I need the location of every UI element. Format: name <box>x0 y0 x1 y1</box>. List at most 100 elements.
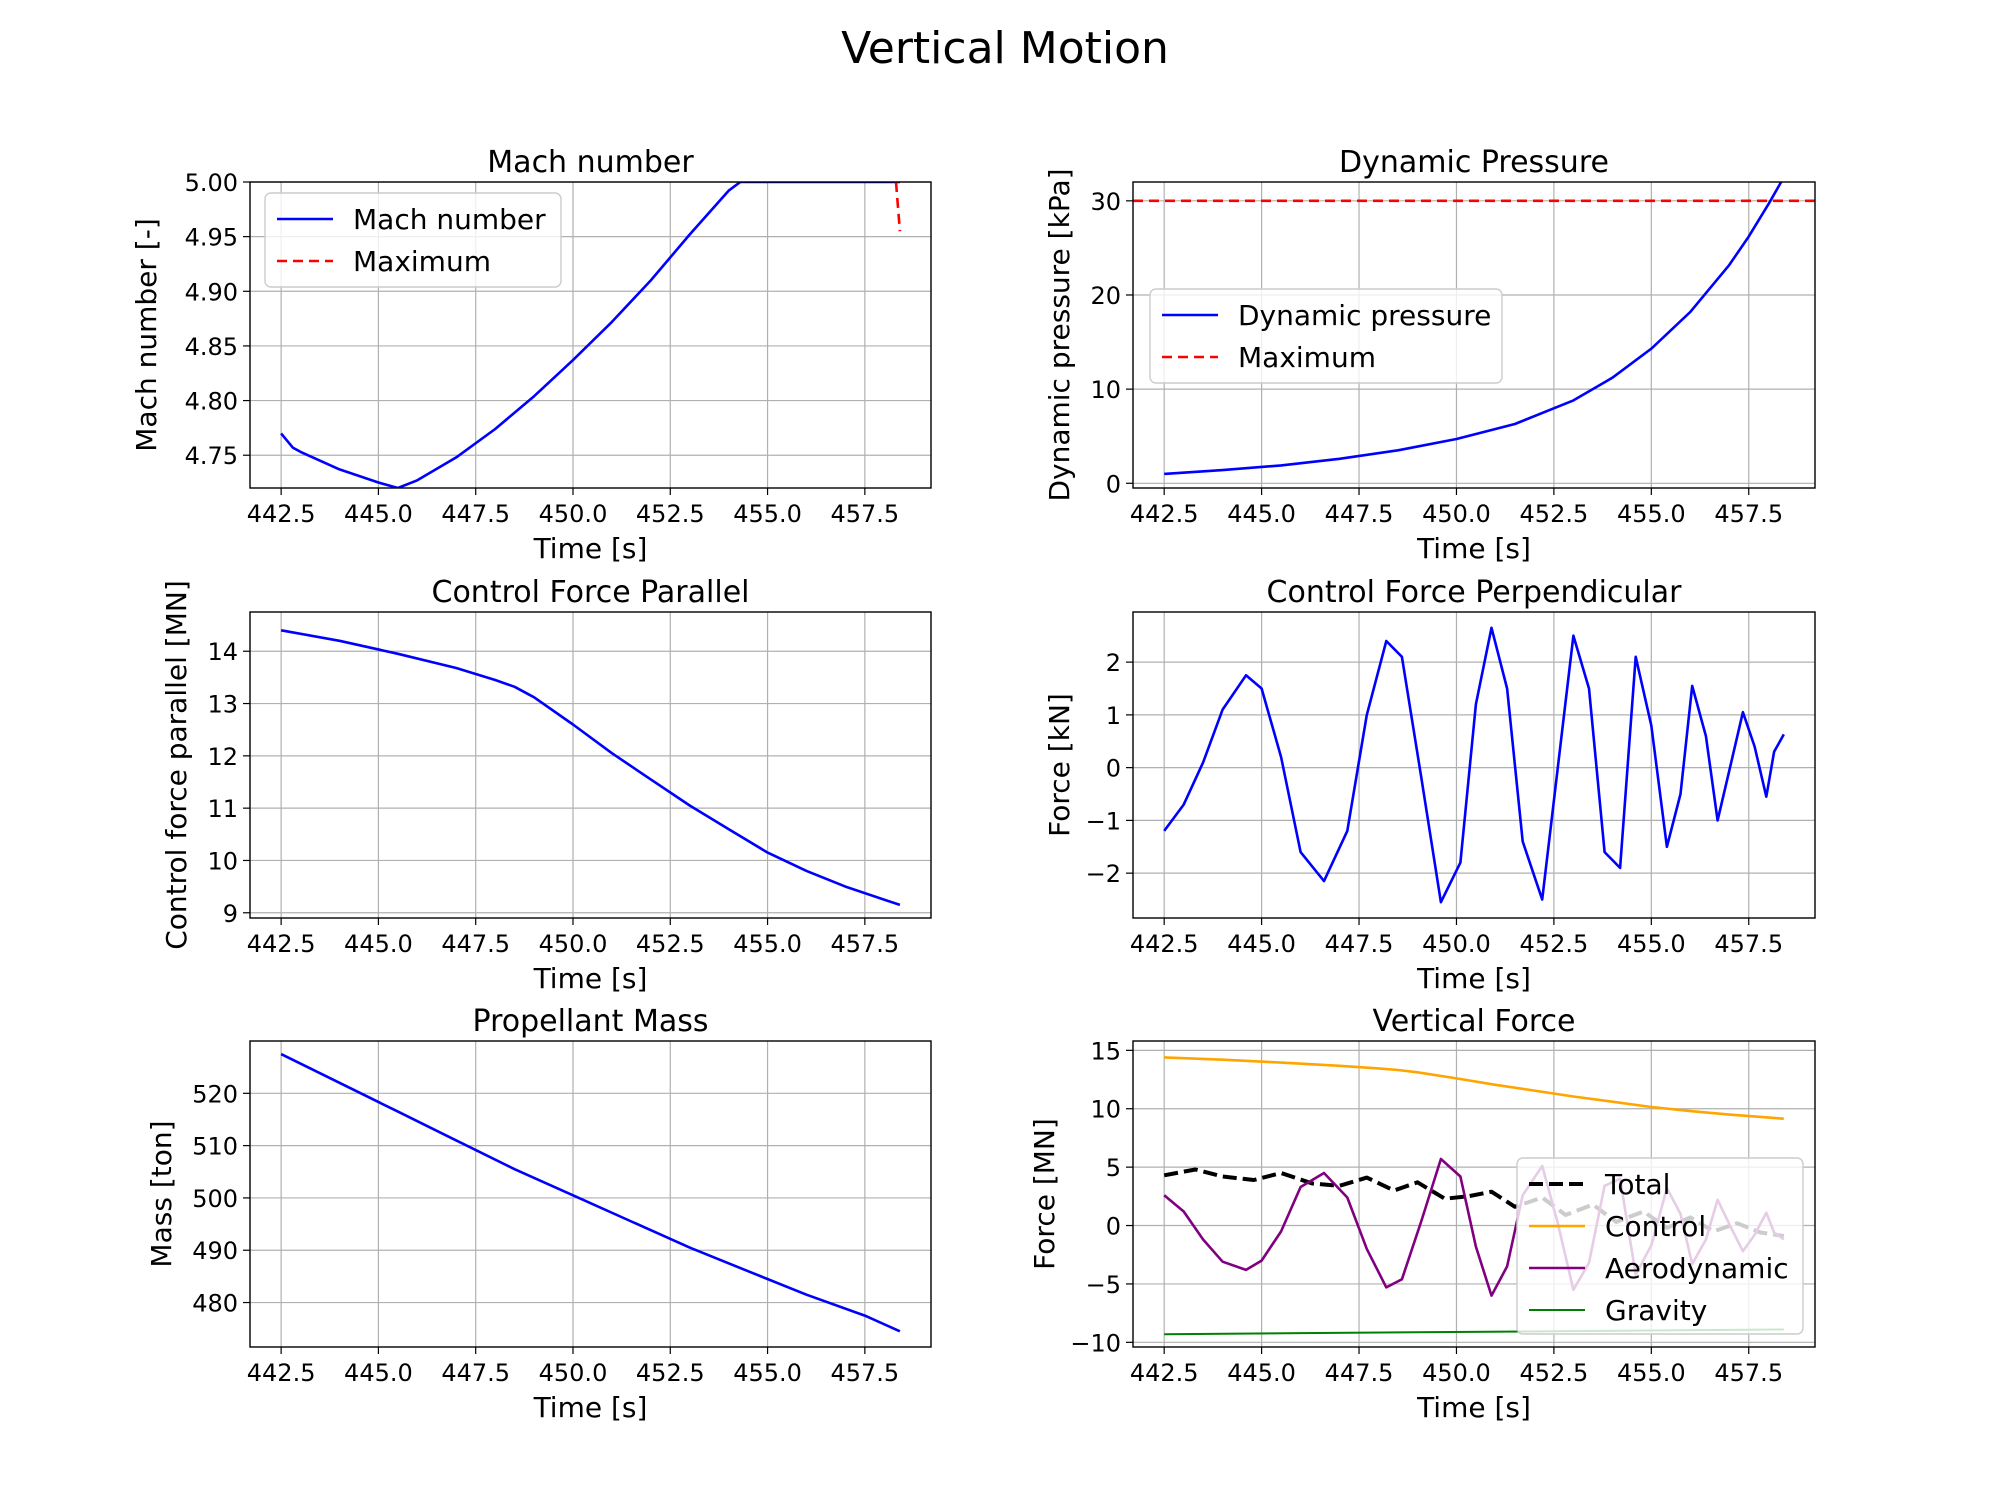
subplots: 442.5 445.0 447.5 450.0 452.5 455.0 457.5 4.75 4… <box>130 145 1816 1424</box>
x-tick-label: 447.5 <box>1325 930 1394 958</box>
x-tick-label: 452.5 <box>1520 1359 1589 1387</box>
y-axis-label: Control force parallel [MN] <box>160 580 193 950</box>
legend-label-control: Control <box>1605 1210 1706 1243</box>
x-tick-label: 455.0 <box>1617 930 1686 958</box>
y-tick-label: 4.90 <box>185 278 238 306</box>
y-tick-label: −1 <box>1086 807 1121 835</box>
y-tick-label: 2 <box>1106 649 1121 677</box>
y-tick-label: 11 <box>207 795 238 823</box>
x-axis-label: Time [s] <box>533 532 648 565</box>
y-axis-label: Dynamic pressure [kPa] <box>1043 168 1076 501</box>
legend: Dynamic pressure Maximum <box>1149 288 1503 384</box>
x-tick-label: 445.0 <box>1227 1359 1296 1387</box>
y-tick-label: 4.85 <box>185 333 238 361</box>
y-axis-label: Force [kN] <box>1043 693 1076 837</box>
y-tick-label: 4.75 <box>185 442 238 470</box>
y-tick-label: 14 <box>207 638 238 666</box>
x-tick-label: 447.5 <box>441 930 510 958</box>
y-tick-label: −5 <box>1086 1271 1121 1299</box>
x-tick-label: 442.5 <box>247 1359 316 1387</box>
y-tick-label: −10 <box>1070 1329 1121 1357</box>
x-axis-label: Time [s] <box>533 962 648 995</box>
plot-area <box>280 182 902 488</box>
y-axis-label: Force [MN] <box>1028 1118 1061 1270</box>
y-tick-label: 9 <box>223 900 238 928</box>
x-tick-label: 452.5 <box>636 930 705 958</box>
x-tick-label: 455.0 <box>733 500 802 528</box>
subplot-title: Propellant Mass <box>473 1004 709 1039</box>
x-tick-label: 452.5 <box>636 500 705 528</box>
y-tick-label: −2 <box>1086 860 1121 888</box>
y-tick-label: 0 <box>1106 470 1121 498</box>
subplot-title: Control Force Parallel <box>432 575 750 610</box>
axes-frame <box>249 181 932 489</box>
x-tick-label: 450.0 <box>539 930 608 958</box>
x-tick-label: 442.5 <box>247 500 316 528</box>
y-tick-label: 10 <box>1090 376 1121 404</box>
x-tick-label: 447.5 <box>1325 500 1394 528</box>
y-tick-label: 5.00 <box>185 169 238 197</box>
subplot-dynamic-pressure: 442.5 445.0 447.5 450.0 452.5 455.0 457.5 0 10 20… <box>1043 145 1816 565</box>
series-line-data <box>280 629 901 907</box>
x-tick-label: 450.0 <box>1422 930 1491 958</box>
legend-label-total: Total <box>1604 1168 1670 1201</box>
series-line-maximum <box>894 182 902 232</box>
legend-frame <box>264 192 562 288</box>
plot-area <box>1163 626 1785 904</box>
series-line-mach-number <box>280 182 900 488</box>
subplot-mach-number: 442.5 445.0 447.5 450.0 452.5 455.0 457.5 4.75 4… <box>130 145 932 565</box>
x-tick-label: 450.0 <box>1422 500 1491 528</box>
x-tick-label: 457.5 <box>830 1359 899 1387</box>
x-axis-label: Time [s] <box>533 1391 648 1424</box>
y-tick-label: 4.80 <box>185 388 238 416</box>
x-tick-label: 445.0 <box>344 500 413 528</box>
subplot-title: Mach number <box>487 145 694 180</box>
axes-frame <box>1132 181 1816 489</box>
subplot-control-force-parallel: 442.5 445.0 447.5 450.0 452.5 455.0 457.5 9 10 11… <box>160 575 932 995</box>
series-line-control <box>1164 1056 1784 1120</box>
legend-label-maximum: Maximum <box>1238 341 1376 374</box>
x-tick-label: 445.0 <box>1227 930 1296 958</box>
y-tick-label: 0 <box>1106 755 1121 783</box>
x-tick-label: 445.0 <box>344 1359 413 1387</box>
x-axis-label: Time [s] <box>1416 1391 1531 1424</box>
legend-label-dynamic-pressure: Dynamic pressure <box>1238 299 1491 332</box>
x-tick-label: 452.5 <box>1520 930 1589 958</box>
x-tick-label: 442.5 <box>1130 1359 1199 1387</box>
x-tick-label: 457.5 <box>1714 500 1783 528</box>
x-tick-label: 455.0 <box>733 1359 802 1387</box>
y-tick-label: 10 <box>1090 1096 1121 1124</box>
series-line-dynamic-pressure <box>1164 182 1783 476</box>
y-tick-label: 13 <box>207 691 238 719</box>
plot-area <box>280 1052 901 1333</box>
series-line-data <box>280 1052 901 1333</box>
y-tick-label: 30 <box>1090 188 1121 216</box>
subplot-title: Dynamic Pressure <box>1339 145 1609 180</box>
legend-label-aerodynamic: Aerodynamic <box>1605 1252 1789 1285</box>
x-tick-label: 457.5 <box>1714 930 1783 958</box>
legend: Total Control Aerodynamic Gravity <box>1516 1157 1804 1335</box>
y-tick-label: 0 <box>1106 1213 1121 1241</box>
plot-area <box>280 629 901 907</box>
x-tick-label: 445.0 <box>1227 500 1296 528</box>
y-tick-label: 480 <box>192 1290 238 1318</box>
x-axis-label: Time [s] <box>1416 962 1531 995</box>
axes-frame <box>249 1040 932 1348</box>
x-tick-label: 450.0 <box>539 1359 608 1387</box>
subplot-title: Control Force Perpendicular <box>1267 575 1683 610</box>
x-tick-label: 457.5 <box>830 500 899 528</box>
figure-title: Vertical Motion <box>841 23 1169 74</box>
y-axis-label: Mass [ton] <box>145 1120 178 1267</box>
x-axis-label: Time [s] <box>1416 532 1531 565</box>
axes-frame <box>1132 1040 1816 1348</box>
x-tick-label: 452.5 <box>1520 500 1589 528</box>
legend-label-mach-number: Mach number <box>353 203 546 236</box>
x-tick-label: 442.5 <box>1130 930 1199 958</box>
x-tick-label: 442.5 <box>1130 500 1199 528</box>
x-tick-label: 457.5 <box>1714 1359 1783 1387</box>
legend-frame <box>1149 288 1503 384</box>
x-tick-label: 447.5 <box>441 1359 510 1387</box>
subplot-title: Vertical Force <box>1373 1004 1576 1039</box>
x-tick-label: 452.5 <box>636 1359 705 1387</box>
y-tick-label: 520 <box>192 1080 238 1108</box>
